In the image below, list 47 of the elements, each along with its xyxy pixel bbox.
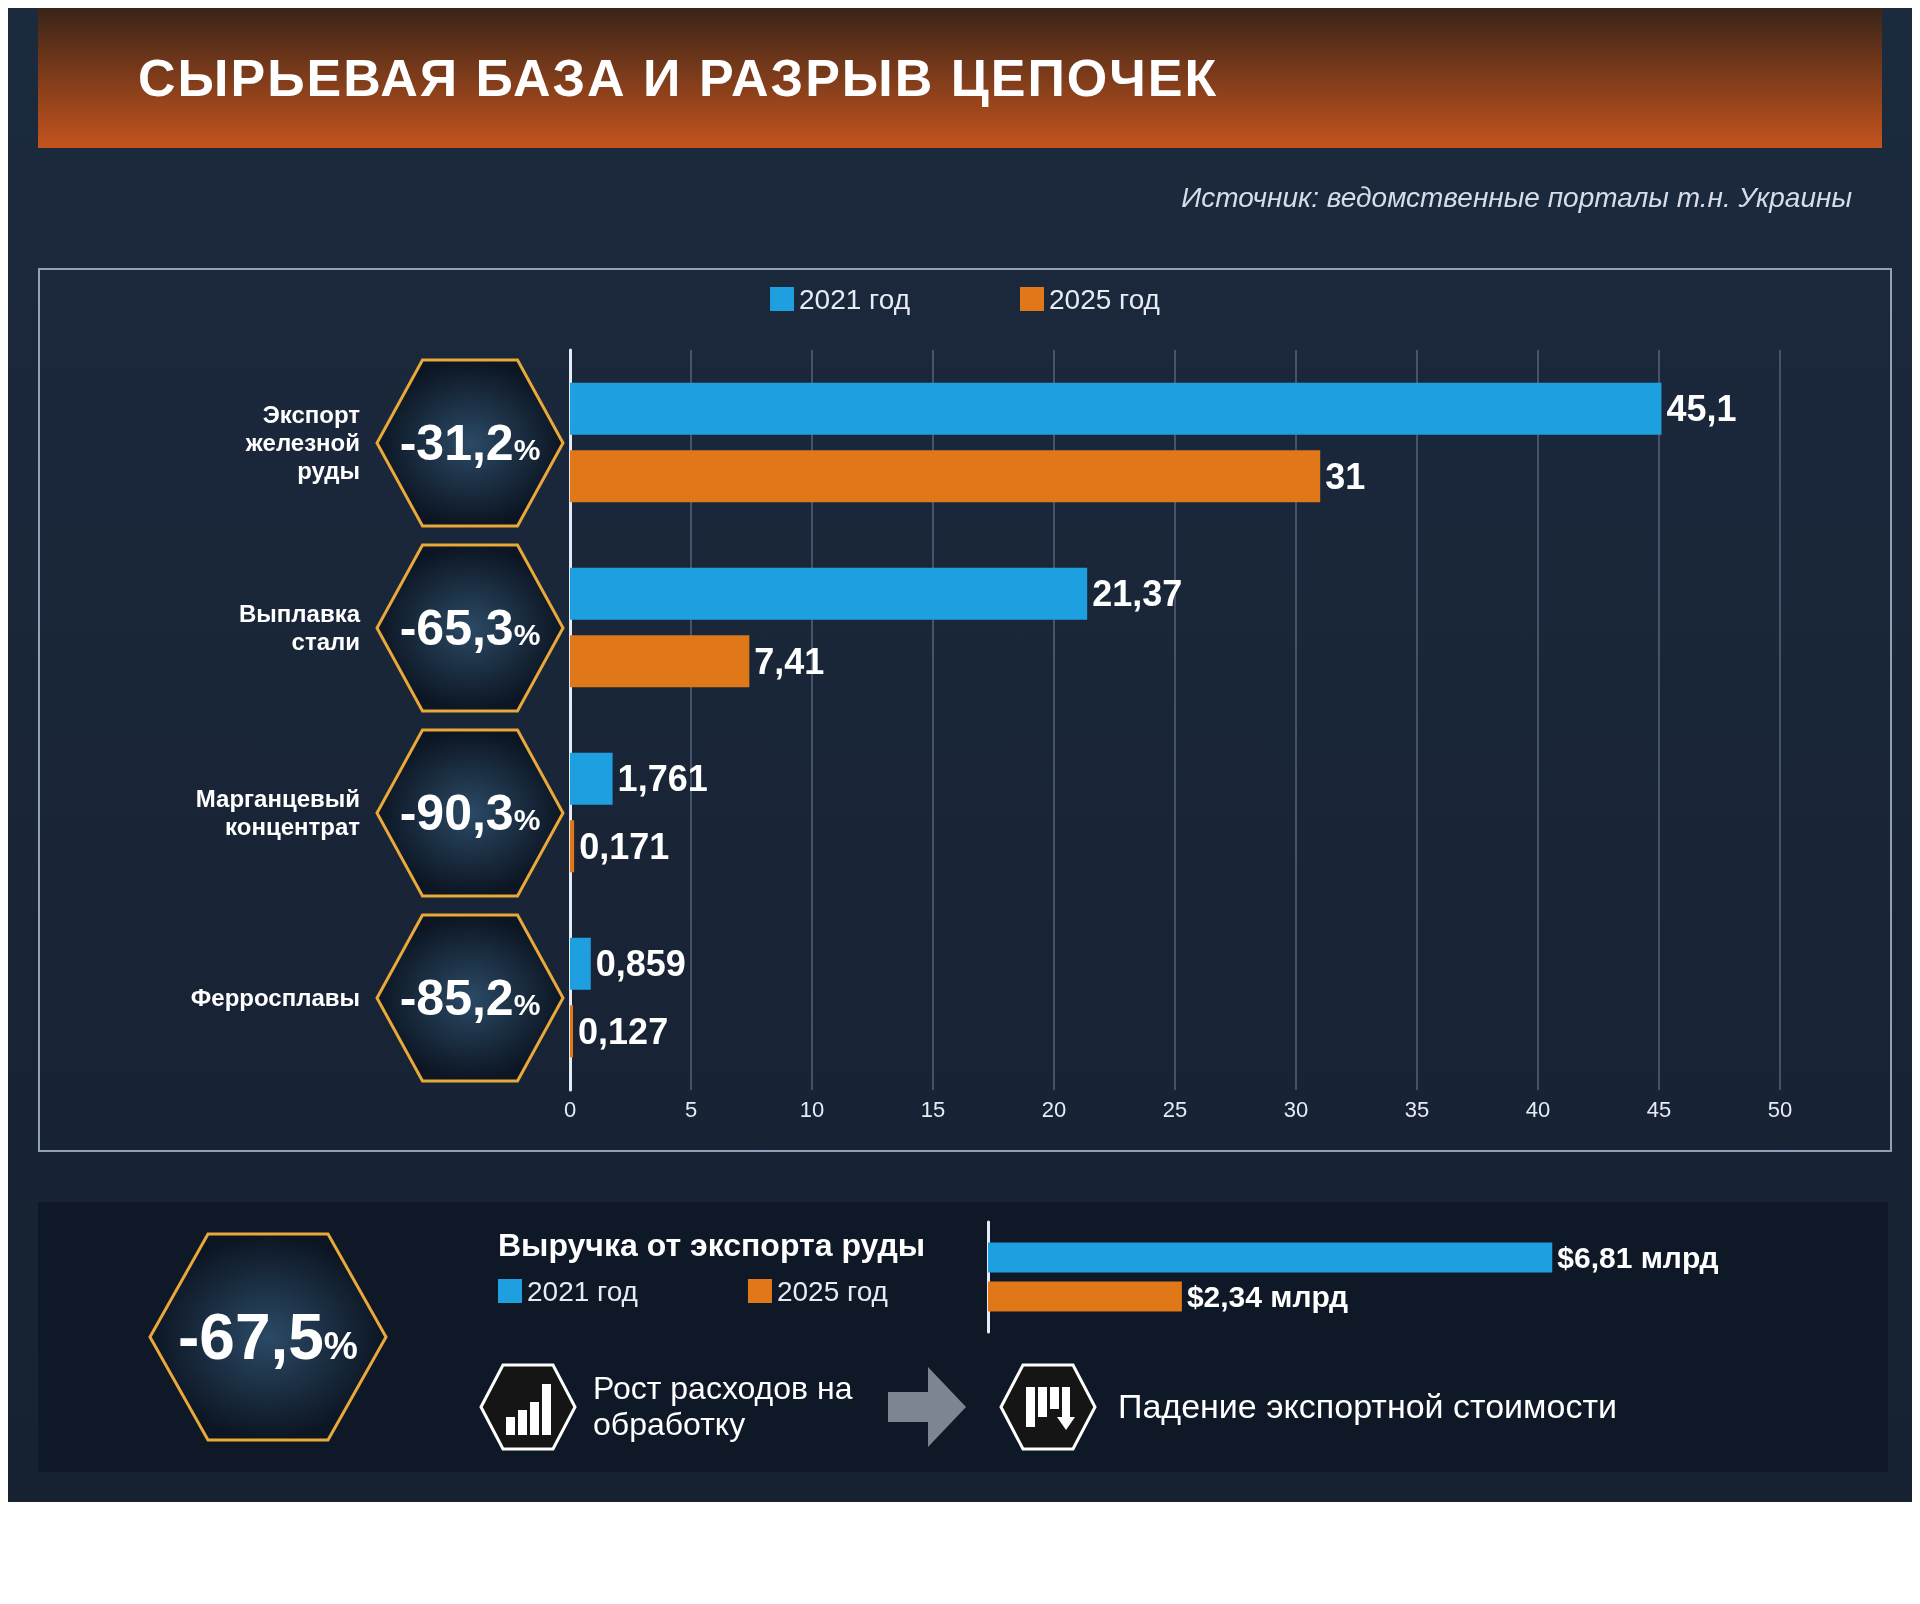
bar	[570, 450, 1321, 503]
chart-title: СЫРЬЕВАЯ БАЗА И РАЗРЫВ ЦЕПОЧЕК	[38, 8, 1882, 148]
data-label: $2,34 млрд	[1186, 1280, 1349, 1313]
x-tick-label: 45	[1646, 1096, 1672, 1122]
bar	[570, 752, 613, 805]
x-tick-label: 50	[1767, 1096, 1793, 1122]
x-tick-label: 40	[1525, 1096, 1551, 1122]
data-label: $6,81 млрд	[1557, 1241, 1719, 1274]
text: Источник: ведомственные порталы т.н. Украины	[1181, 182, 1852, 214]
y-tick-label: Ферросплавы	[190, 984, 360, 1011]
text: -90,3%	[399, 783, 541, 842]
text: -65,3%	[399, 598, 541, 657]
legend-label: 2025 год	[1049, 283, 1160, 315]
bar	[570, 1005, 574, 1058]
data-label: 7,41	[754, 640, 825, 682]
text: Выручка от экспорта руды	[498, 1227, 926, 1263]
bar	[570, 820, 575, 873]
text: Падение экспортной стоимости	[1118, 1387, 1617, 1426]
x-tick-label: 5	[684, 1096, 698, 1122]
x-tick-label: 15	[920, 1096, 946, 1122]
x-tick-label: 10	[799, 1096, 825, 1122]
text: -31,2%	[399, 413, 541, 472]
legend-label: 2025 год	[776, 1275, 888, 1307]
data-label: 1,761	[617, 758, 708, 800]
bar	[570, 567, 1088, 620]
x-tick-label: 30	[1283, 1096, 1309, 1122]
y-tick-label: Марганцевый концентрат	[195, 785, 361, 840]
legend-label: 2021 год	[527, 1275, 638, 1307]
bar	[570, 382, 1662, 435]
x-tick-label: 35	[1404, 1096, 1430, 1122]
x-tick-label: 0	[563, 1096, 577, 1122]
data-label: 31	[1325, 455, 1366, 497]
data-label: 0,171	[579, 825, 670, 867]
bar	[570, 635, 750, 688]
text: -67,5%	[177, 1300, 358, 1374]
x-tick-label: 25	[1162, 1096, 1188, 1122]
y-tick-label: Экспорт железной руды	[244, 401, 361, 484]
data-label: 0,127	[578, 1010, 669, 1052]
data-label: 45,1	[1666, 388, 1737, 430]
text: Рост расходов на обработку	[593, 1370, 854, 1442]
data-label: 0,859	[595, 943, 686, 985]
text: -85,2%	[399, 968, 541, 1027]
legend-label: 2021 год	[799, 283, 911, 315]
bar	[570, 937, 591, 990]
x-tick-label: 20	[1041, 1096, 1067, 1122]
data-label: 21,37	[1092, 573, 1183, 615]
y-tick-label: Выплавка стали	[238, 600, 361, 655]
